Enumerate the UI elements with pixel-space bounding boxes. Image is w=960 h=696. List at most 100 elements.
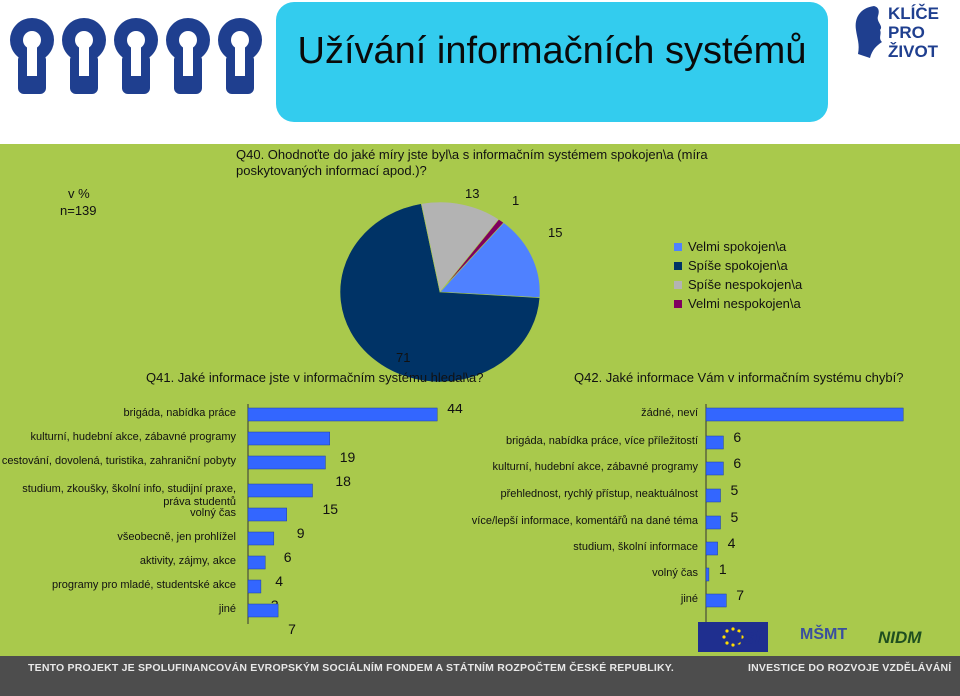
sample-size: n=139 xyxy=(60,203,97,218)
category-label: brigáda, nabídka práce, více příležitost… xyxy=(506,435,698,447)
legend-label: Velmi spokojen\a xyxy=(688,239,787,254)
bar xyxy=(247,555,266,570)
category-label: brigáda, nabídka práce xyxy=(123,407,236,419)
legend-item: Spíše spokojen\a xyxy=(674,256,802,275)
legend-swatch xyxy=(674,299,682,308)
logo-line: KLÍČE xyxy=(888,4,939,23)
category-label: cestování, dovolená, turistika, zahranič… xyxy=(1,455,236,467)
bar-value-label: 1 xyxy=(719,561,727,577)
bar-value-label: 7 xyxy=(288,621,296,634)
keyhole-icon xyxy=(10,18,54,94)
category-label: volný čas xyxy=(652,567,698,579)
category-label: studium, školní informace xyxy=(573,541,698,553)
msmt-logo: MŠMT xyxy=(800,626,848,643)
bar xyxy=(705,488,721,503)
category-label: jiné xyxy=(680,593,698,605)
bar xyxy=(247,531,275,546)
pie-value-label: 1 xyxy=(512,193,520,208)
unit-label: v % xyxy=(68,186,90,201)
category-label: jiné xyxy=(218,603,236,615)
keyhole-icon xyxy=(166,18,210,94)
pie-value-label: 15 xyxy=(548,225,563,240)
keyhole-icon xyxy=(62,18,106,94)
q41-chart: brigáda, nabídka práce kulturní, hudební … xyxy=(0,404,960,634)
bar-value-label: 5 xyxy=(731,509,739,525)
category-label: volný čas xyxy=(190,507,236,519)
pie-value-label: 13 xyxy=(465,186,480,201)
bar-value-label: 7 xyxy=(736,587,744,603)
bar-value-label: 6 xyxy=(284,549,292,565)
bar xyxy=(705,515,721,530)
q40-title: Q40. Ohodnoťte do jaké míry jste byl\a s… xyxy=(236,147,708,178)
footer: TENTO PROJEKT JE SPOLUFINANCOVÁN EVROPSK… xyxy=(0,656,960,696)
eu-flag-logo xyxy=(698,622,768,652)
category-label: kulturní, hudební akce, zábavné programy xyxy=(30,431,236,443)
page-title: Užívání informačních systémů xyxy=(297,30,807,72)
q41-title: Q41. Jaké informace jste v informačním s… xyxy=(146,370,484,385)
bar-value-label: 5 xyxy=(731,482,739,498)
footer-text-left: TENTO PROJEKT JE SPOLUFINANCOVÁN EVROPSK… xyxy=(28,662,674,674)
bar-value-label: 19 xyxy=(340,449,356,465)
legend-label: Velmi nespokojen\a xyxy=(688,296,801,311)
legend-item: Velmi nespokojen\a xyxy=(674,294,802,313)
bar xyxy=(247,579,262,594)
keyhole-icon xyxy=(114,18,158,94)
bar-value-label: 18 xyxy=(335,473,351,489)
pie-chart xyxy=(339,201,541,383)
bar xyxy=(247,603,279,618)
pie-slice xyxy=(439,222,541,298)
eu-stars-icon xyxy=(722,627,744,647)
category-label: žádné, neví xyxy=(641,407,698,419)
legend-item: Velmi spokojen\a xyxy=(674,237,802,256)
bar xyxy=(247,431,330,446)
bar xyxy=(247,507,287,522)
bar xyxy=(705,593,727,608)
keyhole-icon xyxy=(218,18,262,94)
category-label: všeobecně, jen prohlížel xyxy=(117,531,236,543)
bar xyxy=(705,541,718,556)
logo-line: ŽIVOT xyxy=(888,42,939,61)
category-label: studium, zkoušky, školní info, studijní … xyxy=(22,483,236,508)
q41-bars: 4419181596437 xyxy=(247,404,463,634)
legend-swatch xyxy=(674,242,682,251)
bar xyxy=(705,407,904,422)
footer-text-right: INVESTICE DO ROZVOJE VZDĚLÁVÁNÍ xyxy=(748,662,952,674)
logo-text: KLÍČE PRO ŽIVOT xyxy=(888,4,960,61)
pie-value-label: 71 xyxy=(396,350,411,365)
bar xyxy=(705,567,710,582)
header-band: Užívání informačních systémů KLÍČE PRO Ž… xyxy=(0,0,960,142)
bar-value-label: 9 xyxy=(297,525,305,541)
legend-label: Spíše spokojen\a xyxy=(688,258,788,273)
legend-swatch xyxy=(674,261,682,270)
q42-chart: žádné, neví brigáda, nabídka práce, více … xyxy=(0,404,960,634)
q42-title: Q42. Jaké informace Vám v informačním sy… xyxy=(574,370,904,385)
pie-slice xyxy=(420,201,500,293)
logo-line: PRO xyxy=(888,23,925,42)
bar-value-label: 44 xyxy=(447,404,463,416)
category-label: programy pro mladé, studentské akce xyxy=(51,579,236,591)
bar-value-label: 6 xyxy=(733,455,741,471)
legend-swatch xyxy=(674,280,682,289)
bar-value-label: 15 xyxy=(323,501,339,517)
category-label: přehlednost, rychlý přístup, neaktuálnos… xyxy=(500,488,698,500)
q42-bars: 686655417 xyxy=(705,404,904,624)
legend-label: Spíše nespokojen\a xyxy=(688,277,803,292)
bar xyxy=(705,461,724,476)
bar xyxy=(705,435,724,450)
legend-item: Spíše nespokojen\a xyxy=(674,275,802,294)
category-label: aktivity, zájmy, akce xyxy=(139,555,236,567)
bar-value-label: 4 xyxy=(275,573,283,589)
nidm-logo: NIDM xyxy=(878,628,922,647)
bar-value-label: 6 xyxy=(733,429,741,445)
esf-logo: esf xyxy=(730,624,762,649)
keyhole-logos xyxy=(10,18,262,94)
face-profile-icon xyxy=(855,6,882,58)
bar xyxy=(247,483,313,498)
pie-legend: Velmi spokojen\a Spíše spokojen\a Spíše … xyxy=(674,237,802,313)
category-label: kulturní, hudební akce, zábavné programy xyxy=(492,461,698,473)
category-label: více/lepší informace, komentářů na dané … xyxy=(471,515,698,527)
pie-slice xyxy=(339,203,541,383)
bar-value-label: 4 xyxy=(728,535,736,551)
bar xyxy=(247,407,438,422)
bar xyxy=(247,455,326,470)
